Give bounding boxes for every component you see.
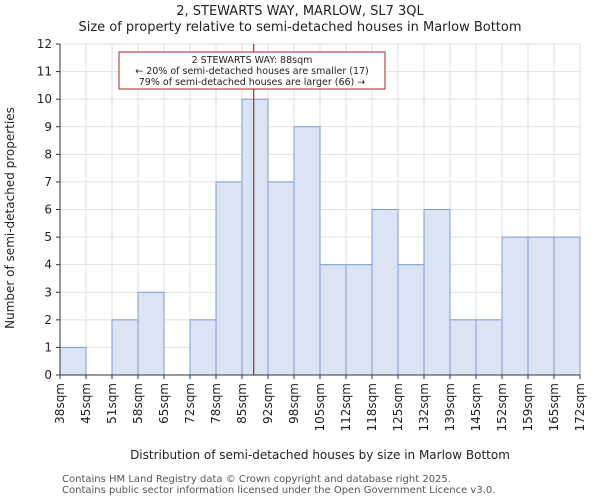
histogram-bar (267, 181, 295, 376)
y-tick-label: 8 (44, 147, 52, 161)
x-tick-label: 118sqm (365, 383, 379, 431)
histogram-bar (371, 209, 399, 376)
histogram-bar (319, 264, 347, 376)
x-tick-label: 139sqm (443, 383, 457, 431)
x-tick-label: 72sqm (183, 383, 197, 424)
x-tick-label: 92sqm (261, 383, 275, 424)
x-tick-label: 105sqm (313, 383, 327, 431)
x-tick-label: 159sqm (521, 383, 535, 431)
y-tick-label: 10 (37, 92, 52, 106)
histogram-bar (137, 291, 165, 376)
y-tick-label: 4 (44, 258, 52, 272)
annotation-text: 2 STEWARTS WAY: 88sqm (192, 55, 313, 66)
histogram-bar (189, 319, 217, 376)
histogram-bar (241, 98, 269, 376)
y-axis-label: Number of semi-detached properties (3, 107, 17, 329)
y-tick-label: 7 (44, 175, 52, 189)
x-tick-label: 85sqm (235, 383, 249, 424)
histogram-bar (553, 236, 581, 376)
histogram-bar (397, 264, 425, 376)
histogram-bar (423, 209, 451, 376)
chart-title: 2, STEWARTS WAY, MARLOW, SL7 3QL (176, 4, 424, 19)
x-tick-label: 45sqm (79, 383, 93, 424)
histogram-bar (59, 346, 87, 376)
x-tick-label: 165sqm (547, 383, 561, 431)
histogram-bar (215, 181, 243, 376)
annotation-text: 79% of semi-detached houses are larger (… (139, 77, 366, 88)
footer-copyright: Contains HM Land Registry data © Crown c… (62, 474, 451, 485)
y-tick-label: 2 (44, 313, 52, 327)
y-tick-label: 3 (44, 285, 52, 299)
x-tick-label: 78sqm (209, 383, 223, 424)
x-tick-label: 132sqm (417, 383, 431, 431)
y-tick-label: 9 (44, 120, 52, 134)
x-axis-label: Distribution of semi-detached houses by … (130, 448, 510, 462)
x-tick-label: 38sqm (53, 383, 67, 424)
y-tick-label: 11 (37, 65, 52, 79)
annotation-text: ← 20% of semi-detached houses are smalle… (135, 66, 369, 77)
histogram-bar (475, 319, 503, 376)
x-tick-label: 152sqm (495, 383, 509, 431)
y-tick-label: 0 (44, 368, 52, 382)
annotation-box (118, 51, 386, 90)
chart-subtitle: Size of property relative to semi-detach… (78, 20, 522, 35)
histogram-bar (527, 236, 555, 376)
histogram-bar (345, 264, 373, 376)
y-tick-label: 6 (44, 203, 52, 217)
histogram-bar (111, 319, 139, 376)
histogram-bar (501, 236, 529, 376)
y-tick-label: 12 (37, 37, 52, 51)
y-tick-label: 5 (44, 230, 52, 244)
x-tick-label: 112sqm (339, 383, 353, 431)
x-tick-label: 125sqm (391, 383, 405, 431)
x-tick-label: 98sqm (287, 383, 301, 424)
footer-licence: Contains public sector information licen… (62, 485, 496, 496)
x-tick-label: 65sqm (157, 383, 171, 424)
x-tick-label: 51sqm (105, 383, 119, 424)
x-tick-label: 145sqm (469, 383, 483, 431)
y-tick-label: 1 (44, 340, 52, 354)
histogram-bar (449, 319, 477, 376)
x-tick-label: 172sqm (573, 383, 587, 431)
x-tick-label: 58sqm (131, 383, 145, 424)
histogram-bar (293, 126, 321, 376)
